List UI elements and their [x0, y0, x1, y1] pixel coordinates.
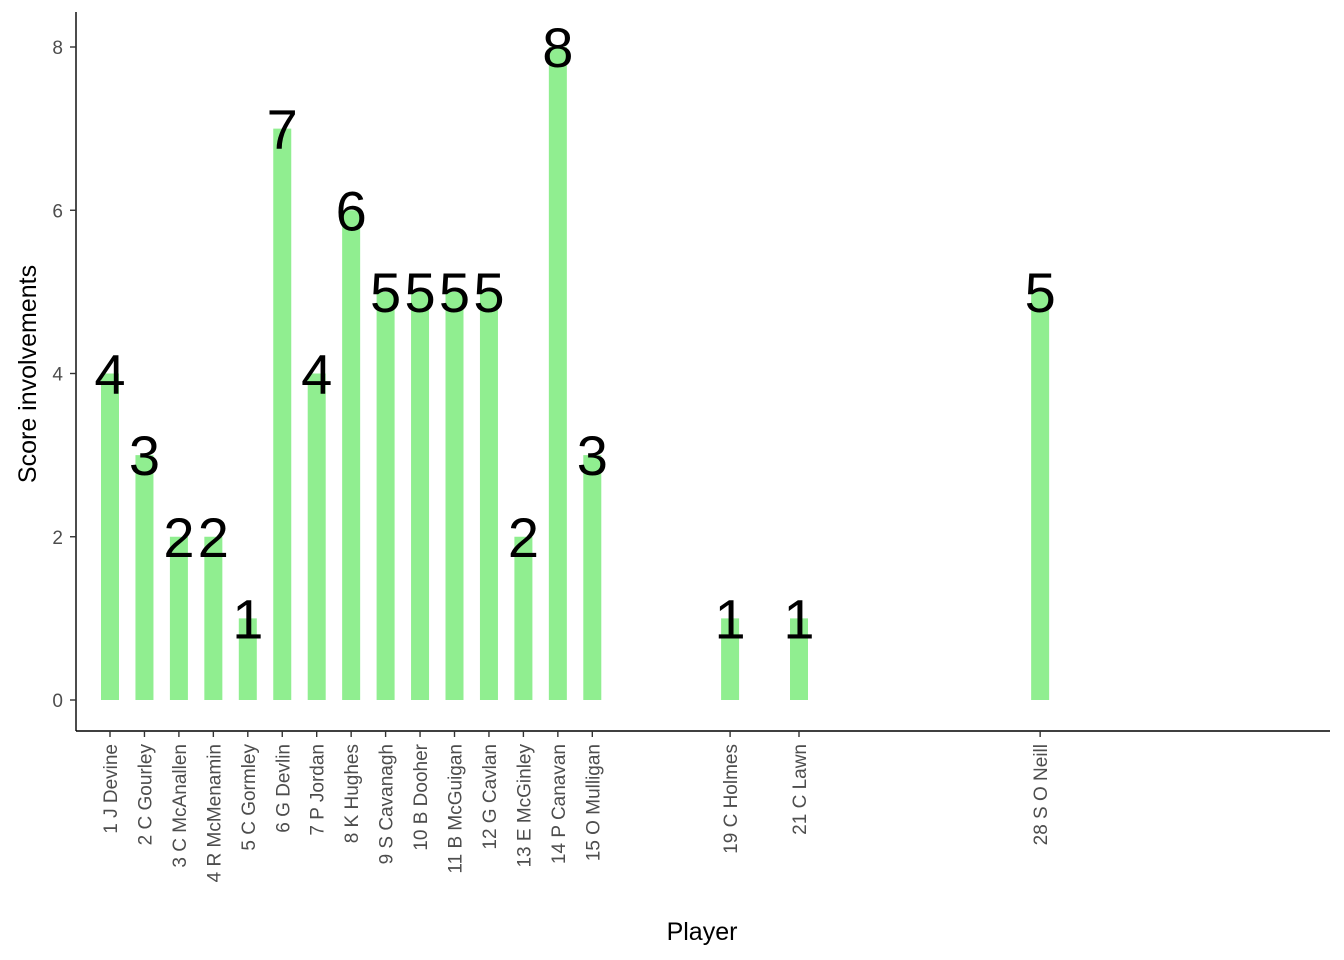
- bar: [479, 291, 498, 700]
- x-tick-label: 28 S O Neill: [1031, 744, 1052, 845]
- x-tick-label: 11 B McGuigan: [446, 744, 467, 874]
- x-tick-label: 19 C Holmes: [721, 744, 742, 854]
- x-tick-label: 6 G Devlin: [273, 744, 294, 833]
- x-tick-label: 10 B Dooher: [411, 743, 432, 850]
- bar: [307, 373, 326, 700]
- x-tick-label: 15 O Mulligan: [583, 744, 604, 861]
- y-axis-title: Score involvements: [14, 265, 42, 483]
- bar: [273, 128, 292, 700]
- bar: [445, 291, 464, 700]
- x-tick-label: 5 C Gormley: [239, 744, 260, 851]
- x-tick-label: 3 C McAnallen: [170, 744, 191, 868]
- x-tick-label: 21 C Lawn: [790, 744, 811, 835]
- x-tick-label: 4 R McMenamin: [204, 744, 225, 882]
- bar-value-label: 1: [232, 587, 263, 650]
- bar: [204, 536, 223, 700]
- bar-value-label: 5: [473, 261, 504, 324]
- bar-value-label: 2: [163, 506, 194, 569]
- y-tick-label: 8: [52, 38, 63, 59]
- x-axis: 1 J Devine 2 C Gourley 3 C McAnallen 4 R Mc…: [76, 730, 1330, 882]
- x-tick-label: 9 S Cavanagh: [377, 744, 398, 864]
- bar-value-label: 4: [94, 343, 125, 406]
- bar-value-label: 5: [1025, 261, 1056, 324]
- y-tick-label: 6: [52, 201, 63, 222]
- bar: [238, 618, 257, 700]
- bar-value-label: 5: [439, 261, 470, 324]
- y-tick-label: 2: [52, 528, 63, 549]
- x-tick-label: 13 E McGinley: [514, 744, 535, 868]
- bar: [790, 618, 808, 700]
- bar-value-label: 1: [715, 587, 746, 650]
- bar: [135, 455, 154, 700]
- bar-value-label: 7: [267, 98, 298, 161]
- y-axis: 0 2 4 6 8: [52, 12, 77, 731]
- x-tick-label: 12 G Cavlan: [480, 744, 501, 850]
- bar-value-label: 3: [129, 424, 160, 487]
- bar-value-label: 2: [508, 506, 539, 569]
- bar-value-label: 1: [783, 587, 814, 650]
- bar-value-label: 5: [370, 261, 401, 324]
- x-axis-title: Player: [667, 918, 738, 946]
- x-tick-label: 14 P Canavan: [549, 744, 570, 864]
- y-tick-label: 0: [52, 691, 63, 712]
- bar-value-label: 6: [336, 179, 367, 242]
- x-tick-label: 2 C Gourley: [135, 744, 156, 846]
- bar: [514, 536, 533, 700]
- bar: [548, 47, 567, 700]
- x-tick-label: 8 K Hughes: [342, 744, 363, 843]
- bars-group: [101, 47, 1050, 700]
- y-tick-label: 4: [52, 365, 63, 386]
- bar: [1031, 291, 1050, 700]
- x-tick-label: 7 P Jordan: [308, 744, 329, 836]
- bar: [342, 210, 361, 700]
- bar-value-label: 4: [301, 343, 332, 406]
- x-tick-label: 1 J Devine: [101, 744, 122, 834]
- bar-value-label: 8: [542, 16, 573, 79]
- bar: [376, 291, 395, 700]
- bar-value-label: 5: [404, 261, 435, 324]
- bar: [169, 536, 188, 700]
- bar: [101, 373, 119, 700]
- bar-value-label: 3: [577, 424, 608, 487]
- bar: [721, 618, 740, 700]
- bar: [583, 455, 602, 700]
- bar: [411, 291, 430, 700]
- bar-value-label: 2: [198, 506, 229, 569]
